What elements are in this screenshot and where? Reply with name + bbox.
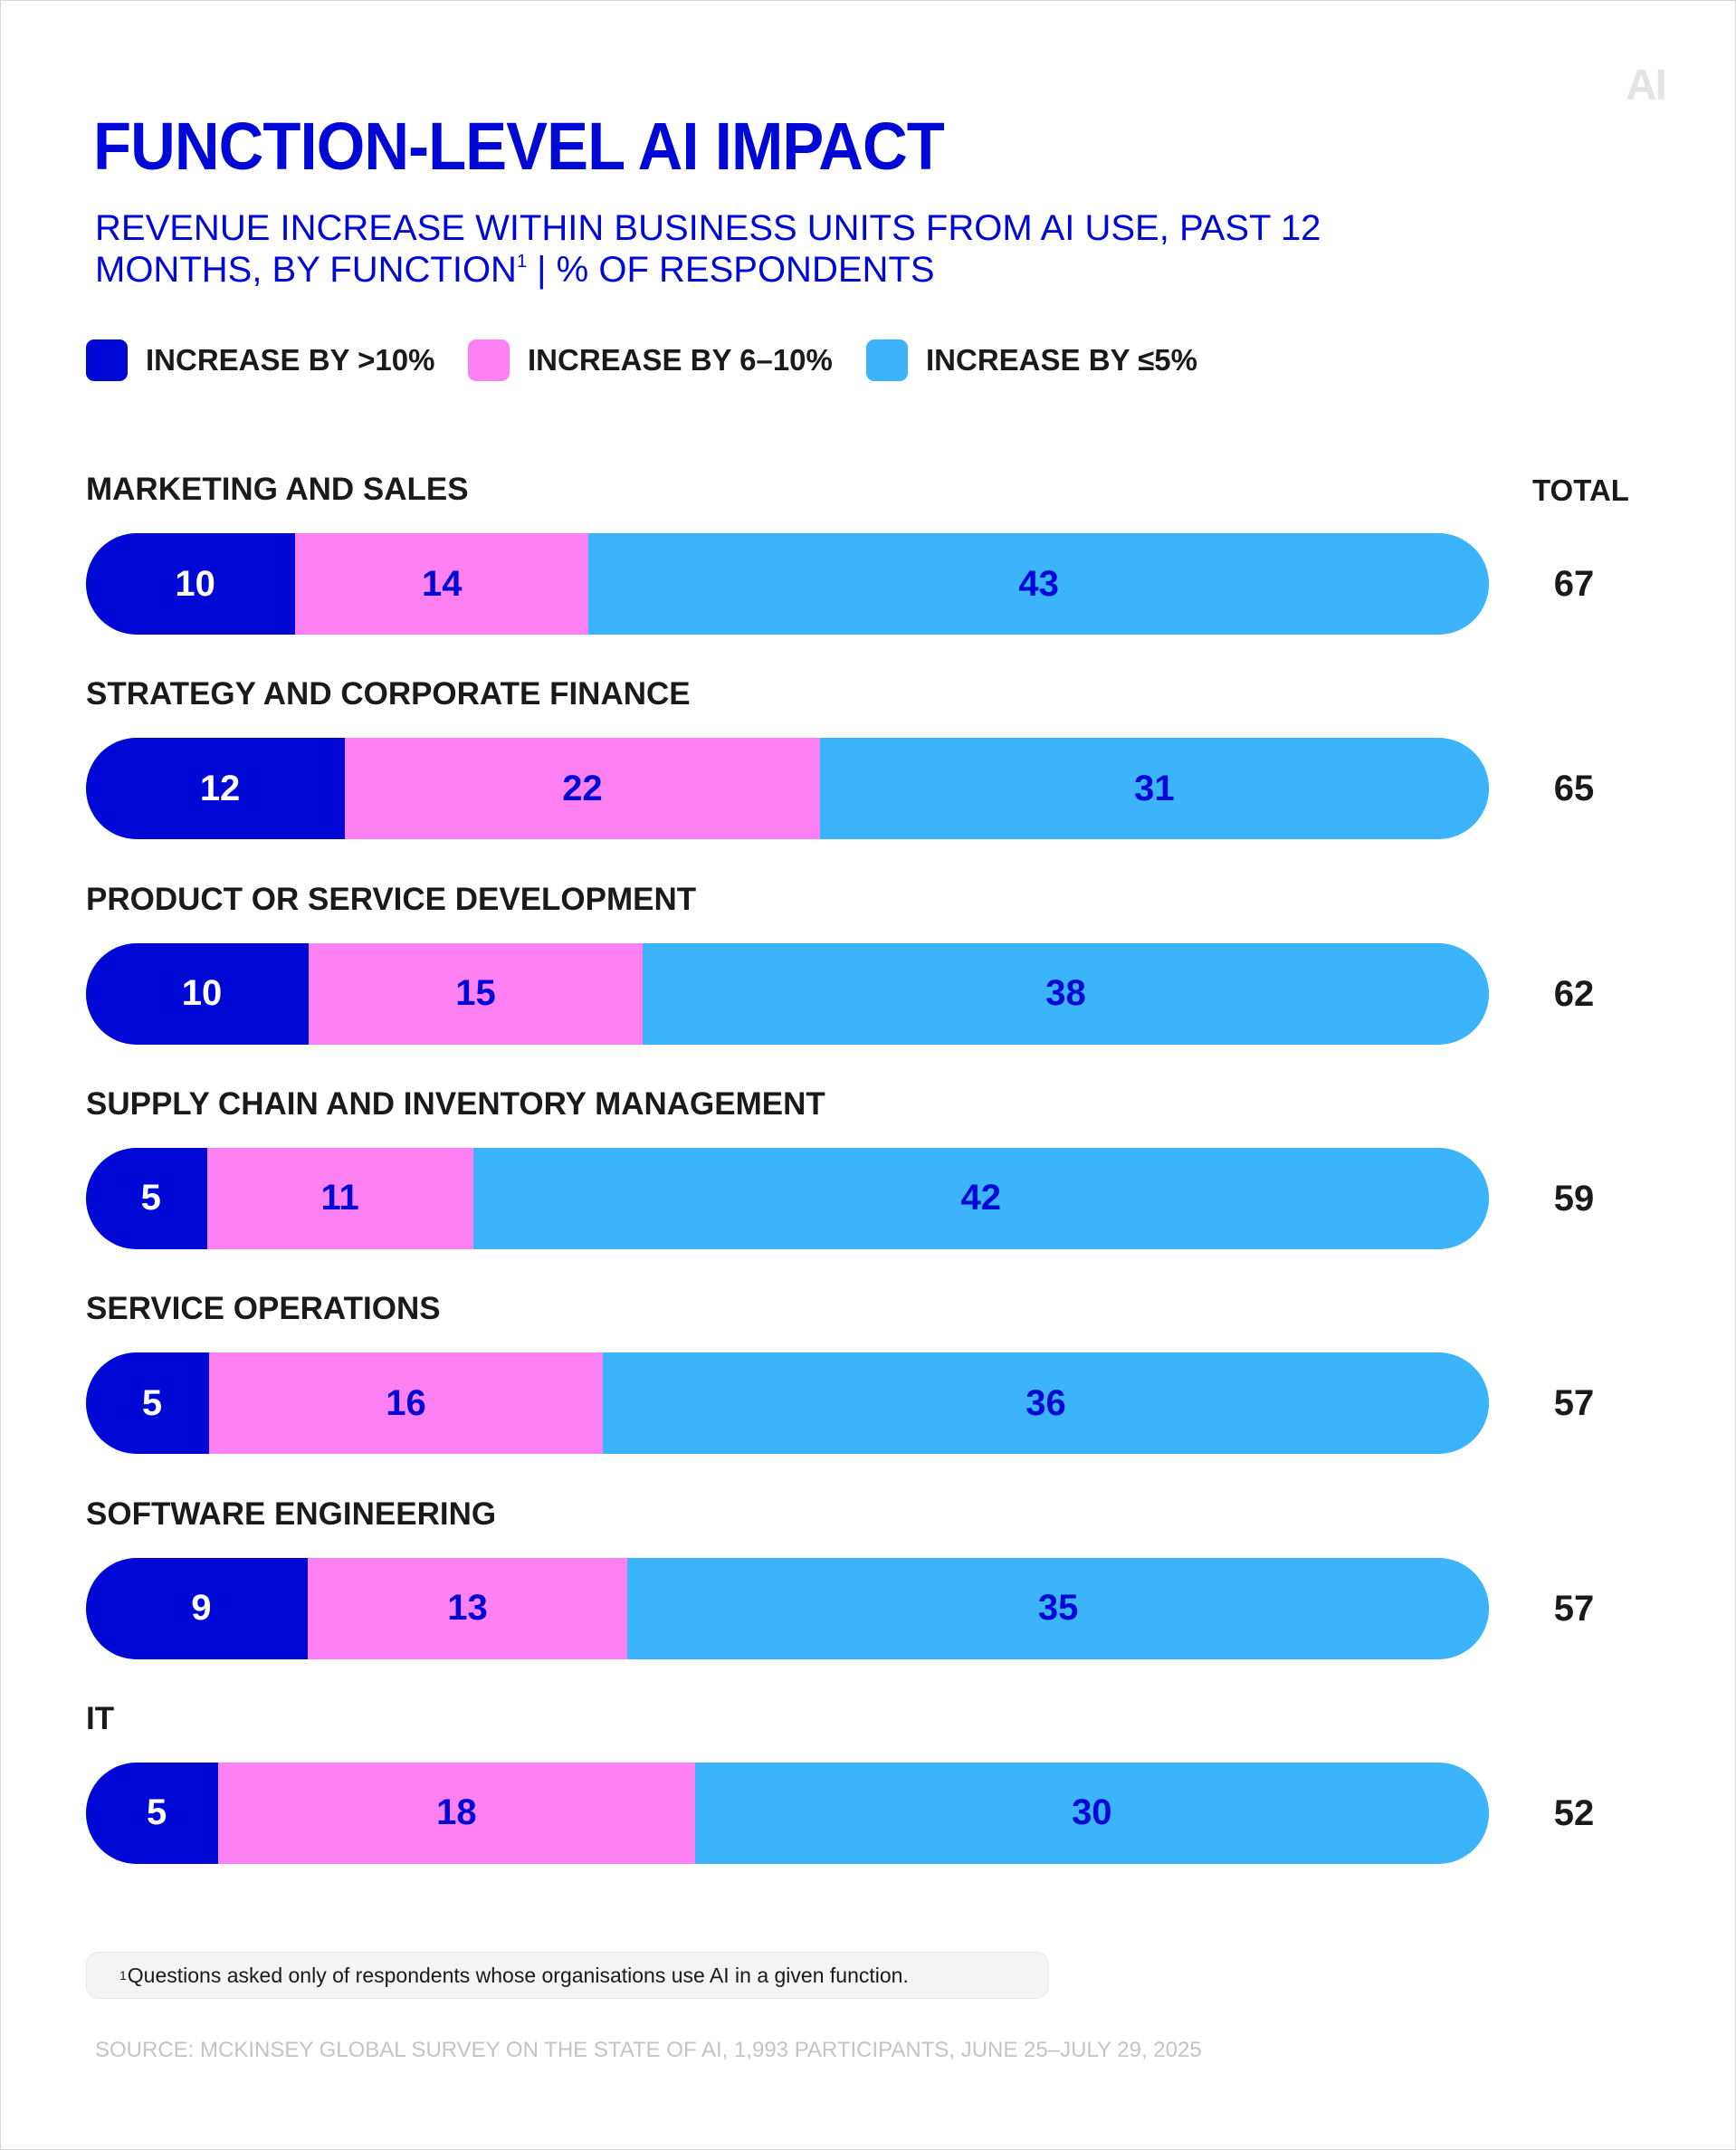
stacked-bar: 10 14 43 bbox=[86, 533, 1489, 635]
stacked-bar: 9 13 35 bbox=[86, 1557, 1489, 1659]
bar-segment: 35 bbox=[627, 1557, 1489, 1659]
bar-segment: 10 bbox=[86, 533, 296, 635]
bar-segment: 5 bbox=[86, 1147, 207, 1249]
bar-segment: 38 bbox=[643, 942, 1489, 1045]
footnote-text: Questions asked only of respondents whos… bbox=[127, 1963, 909, 1987]
legend-label: INCREASE BY >10% bbox=[146, 343, 435, 377]
row-label: IT bbox=[86, 1700, 115, 1736]
row-label: PRODUCT OR SERVICE DEVELOPMENT bbox=[86, 881, 697, 917]
bar-segment: 9 bbox=[86, 1557, 308, 1659]
stacked-bar: 12 22 31 bbox=[86, 738, 1489, 840]
stacked-bar: 5 18 30 bbox=[86, 1762, 1489, 1864]
bar-segment: 11 bbox=[206, 1147, 473, 1249]
row-total: 67 bbox=[1553, 564, 1595, 604]
bar-segment: 30 bbox=[694, 1762, 1489, 1864]
subtitle-footnote-marker: 1 bbox=[516, 252, 528, 272]
bar-segment: 42 bbox=[472, 1147, 1489, 1249]
row-label: MARKETING AND SALES bbox=[86, 472, 469, 507]
legend-item-up-to-5: INCREASE BY ≤5% bbox=[866, 339, 1197, 381]
brand-logo: AI bbox=[1626, 62, 1667, 110]
chart-subtitle: REVENUE INCREASE WITHIN BUSINESS UNITS F… bbox=[95, 207, 1326, 291]
bar-segment: 36 bbox=[603, 1352, 1489, 1455]
legend-swatch bbox=[866, 339, 908, 381]
total-column-header: TOTAL bbox=[1532, 473, 1629, 507]
bar-segment: 31 bbox=[819, 738, 1489, 840]
bar-segment: 10 bbox=[86, 942, 310, 1045]
legend-item-over-10: INCREASE BY >10% bbox=[86, 339, 434, 381]
row-total: 62 bbox=[1553, 973, 1595, 1014]
bar-segment: 22 bbox=[345, 738, 820, 840]
row-label: SOFTWARE ENGINEERING bbox=[86, 1495, 497, 1532]
bar-segment: 43 bbox=[588, 533, 1489, 635]
subtitle-unit-text: | % OF RESPONDENTS bbox=[527, 250, 935, 290]
bar-segment: 15 bbox=[309, 942, 644, 1045]
subtitle-text: REVENUE INCREASE WITHIN BUSINESS UNITS F… bbox=[95, 208, 1321, 290]
stacked-bar: 5 11 42 bbox=[86, 1147, 1489, 1249]
bar-segment: 5 bbox=[86, 1762, 219, 1864]
bar-segment: 5 bbox=[86, 1352, 209, 1455]
source-note: SOURCE: MCKINSEY GLOBAL SURVEY ON THE ST… bbox=[95, 2038, 1202, 2062]
legend-swatch bbox=[468, 339, 510, 381]
row-total: 57 bbox=[1553, 1383, 1595, 1424]
row-label: SUPPLY CHAIN AND INVENTORY MANAGEMENT bbox=[86, 1085, 825, 1122]
legend-label: INCREASE BY 6–10% bbox=[528, 343, 833, 377]
bar-segment: 12 bbox=[86, 738, 346, 840]
bar-segment: 18 bbox=[218, 1762, 695, 1864]
legend-label: INCREASE BY ≤5% bbox=[926, 343, 1197, 377]
bar-segment: 14 bbox=[295, 533, 589, 635]
footnote-box: 1 Questions asked only of respondents who… bbox=[86, 1952, 1049, 1999]
stacked-bar: 5 16 36 bbox=[86, 1352, 1489, 1455]
bar-segment: 13 bbox=[307, 1557, 628, 1659]
legend-swatch bbox=[86, 339, 128, 381]
chart-title: FUNCTION-LEVEL AI IMPACT bbox=[93, 109, 945, 184]
row-total: 65 bbox=[1553, 769, 1595, 809]
row-total: 59 bbox=[1553, 1178, 1595, 1218]
row-total: 52 bbox=[1553, 1792, 1595, 1833]
bar-segment: 16 bbox=[208, 1352, 604, 1455]
row-label: STRATEGY AND CORPORATE FINANCE bbox=[86, 676, 691, 712]
row-total: 57 bbox=[1553, 1588, 1595, 1629]
legend-item-6-to-10: INCREASE BY 6–10% bbox=[468, 339, 833, 381]
row-label: SERVICE OPERATIONS bbox=[86, 1291, 441, 1327]
stacked-bar: 10 15 38 bbox=[86, 942, 1489, 1045]
